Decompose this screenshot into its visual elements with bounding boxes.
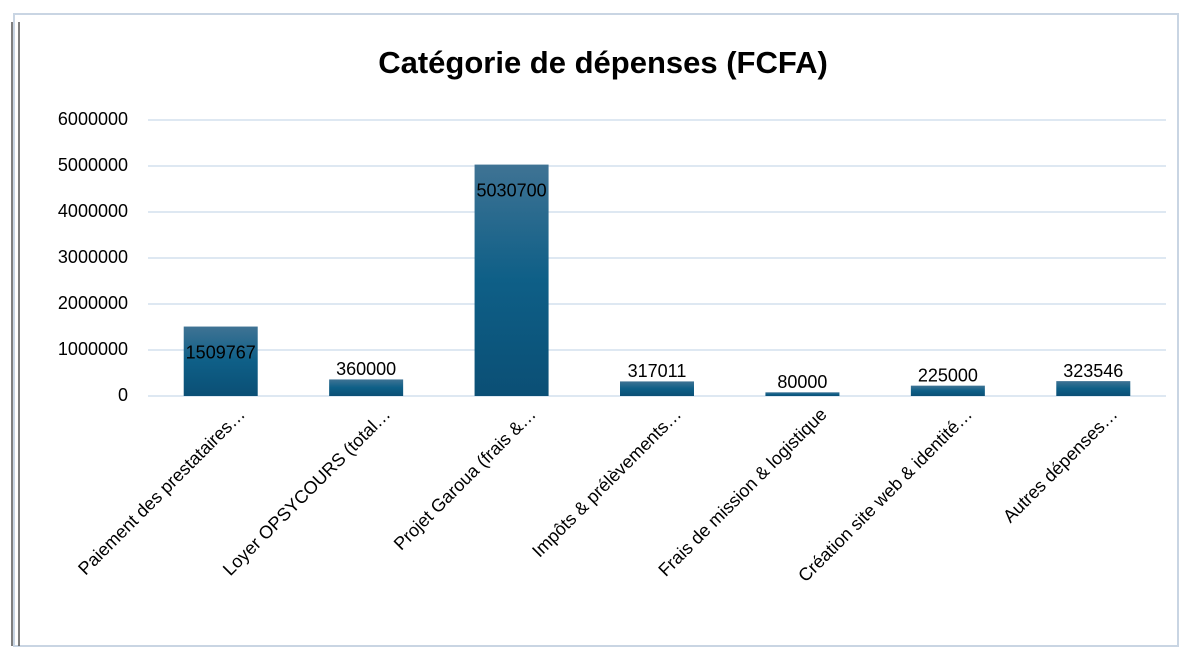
- x-tick-label: Frais de mission & logistique: [654, 404, 830, 580]
- data-label: 317011: [628, 361, 687, 381]
- chart-title: Catégorie de dépenses (FCFA): [378, 45, 828, 80]
- x-tick-label: Loyer OPSYCOURS (total…: [219, 404, 394, 579]
- bar: [183, 326, 258, 396]
- bar: [620, 381, 694, 396]
- y-tick-label: 4000000: [58, 201, 128, 221]
- data-label: 80000: [777, 372, 827, 392]
- y-tick-label: 6000000: [58, 109, 128, 129]
- x-tick-label: Autres dépenses…: [999, 404, 1121, 526]
- x-tick-label: Projet Garoua (frais &…: [390, 404, 540, 554]
- x-tick-label: Impôts & prélèvements…: [528, 404, 685, 561]
- bar: [1056, 381, 1131, 396]
- y-tick-label: 1000000: [58, 339, 128, 359]
- frame: [13, 13, 1179, 647]
- bar: [329, 379, 404, 396]
- data-label: 225000: [918, 365, 978, 385]
- bar: [474, 164, 549, 396]
- bar: [910, 385, 985, 396]
- x-tick-label: Paiement des prestataires…: [74, 404, 249, 579]
- y-tick-label: 0: [118, 385, 128, 405]
- y-tick-label: 3000000: [58, 247, 128, 267]
- x-tick-label: Création site web & identité…: [794, 404, 976, 586]
- data-label: 1509767: [186, 342, 256, 362]
- data-label: 5030700: [477, 180, 547, 200]
- data-label: 323546: [1063, 361, 1123, 381]
- y-tick-label: 5000000: [58, 155, 128, 175]
- bar: [765, 392, 840, 396]
- data-label: 360000: [336, 359, 396, 379]
- y-tick-label: 2000000: [58, 293, 128, 313]
